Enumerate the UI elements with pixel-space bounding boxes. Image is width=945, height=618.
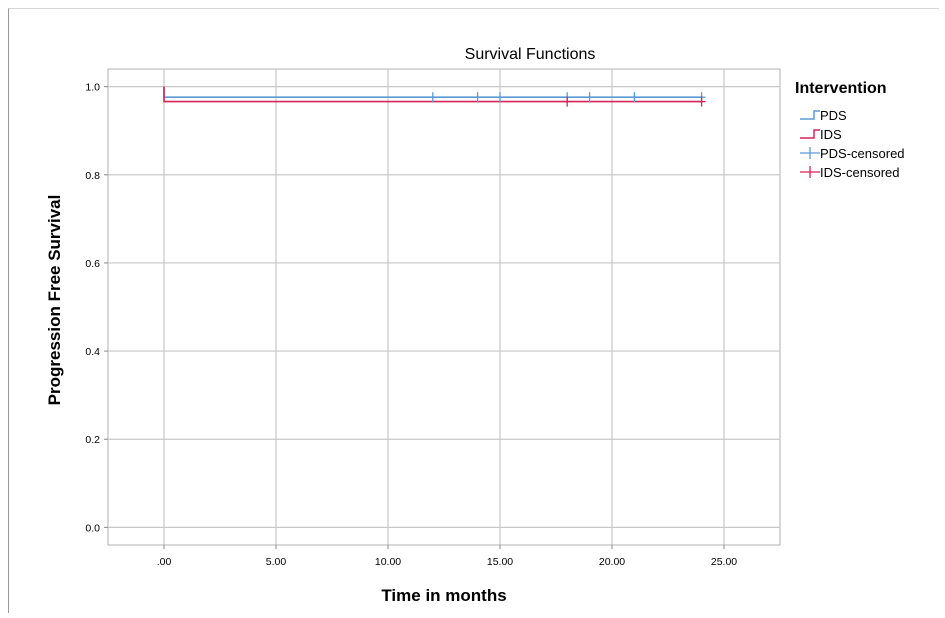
legend-censor-swatch-ids — [800, 166, 820, 178]
legend-swatch-pds — [800, 110, 820, 120]
censor-mark-pds — [585, 92, 594, 103]
x-tick-label: .00 — [157, 556, 172, 568]
y-tick-label: 0.8 — [85, 170, 100, 182]
legend-censor-swatch-pds — [800, 147, 820, 159]
chart-frame — [8, 8, 939, 613]
chart-title: Survival Functions — [465, 46, 596, 63]
legend-swatch-ids — [800, 129, 820, 139]
x-tick-label: 10.00 — [375, 556, 401, 568]
x-axis-title: Time in months — [381, 586, 506, 605]
y-tick-labels: 0.0 0.2 0.4 0.6 0.8 1.0 — [85, 82, 100, 535]
censor-mark-ids — [563, 96, 572, 107]
y-tick-label: 0.2 — [85, 434, 100, 446]
legend-label-ids: IDS — [820, 127, 842, 142]
y-tick-label: 0.6 — [85, 258, 100, 270]
censor-mark-ids — [697, 96, 706, 107]
y-tick-label: 0.0 — [85, 522, 100, 534]
censor-mark-pds — [428, 92, 437, 103]
x-tick-labels: .00 5.00 10.00 15.00 20.00 25.00 — [157, 556, 738, 568]
y-tick-label: 0.4 — [85, 346, 100, 358]
legend: PDS IDS PDS-censored IDS-censored — [800, 108, 905, 180]
x-tick-label: 5.00 — [266, 556, 287, 568]
legend-label-pds-censored: PDS-censored — [820, 146, 905, 161]
y-axis-title: Progression Free Survival — [45, 195, 64, 406]
series-lines — [163, 86, 702, 103]
series-line-ids — [163, 86, 702, 103]
censor-marks — [428, 92, 706, 107]
y-tick-label: 1.0 — [85, 82, 100, 94]
x-tick-label: 25.00 — [711, 556, 737, 568]
censor-mark-pds — [496, 92, 504, 103]
x-tick-label: 20.00 — [599, 556, 625, 568]
plot-area — [107, 68, 781, 546]
legend-title: Intervention — [795, 80, 887, 97]
censor-mark-pds — [630, 92, 639, 103]
legend-label-pds: PDS — [820, 108, 847, 123]
grid-lines — [104, 69, 780, 549]
censor-mark-pds — [473, 92, 482, 103]
legend-label-ids-censored: IDS-censored — [820, 165, 899, 180]
x-tick-label: 15.00 — [487, 556, 513, 568]
